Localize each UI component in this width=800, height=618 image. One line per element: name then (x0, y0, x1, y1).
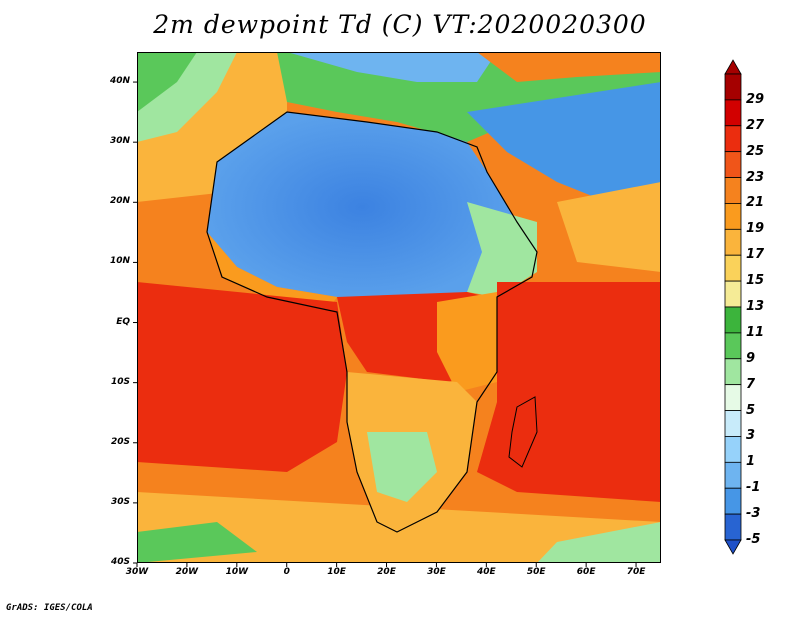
southern-ocean-green (137, 522, 257, 563)
lat-tick-label: 20N (109, 196, 130, 207)
colorbar-level-label: 5 (746, 402, 756, 418)
lon-tick-label: 20E (377, 567, 396, 577)
colorbar-segment (724, 410, 742, 437)
lon-tick-label: 10W (225, 567, 249, 577)
lat-tick-label: 40S (110, 557, 130, 567)
lon-tick-label: 0 (283, 567, 290, 577)
southern-ocean-band (137, 492, 661, 563)
lon-tick-label: 30W (125, 567, 149, 577)
colorbar-level-label: 13 (746, 299, 765, 314)
southern-ocean-green-east (537, 522, 661, 563)
colorbar-bottom-arrow (724, 539, 742, 555)
lon-tick-label: 30E (427, 567, 446, 577)
northwest-band (137, 52, 197, 112)
grads-footer: GrADS: IGES/COLA (6, 603, 93, 613)
colorbar-segment (724, 151, 742, 178)
colorbar-level-label: 17 (746, 247, 765, 263)
colorbar-level-label: 15 (746, 273, 765, 289)
lat-tick-label: 10N (109, 256, 130, 267)
lon-tick-label: 20W (175, 567, 199, 577)
colorbar-level-label: -3 (746, 506, 761, 522)
indian-ocean (477, 282, 661, 502)
colorbar-level-label: 27 (746, 117, 765, 133)
lon-tick-label: 70E (626, 567, 646, 577)
colorbar-level-label: 21 (746, 195, 765, 211)
map-frame (137, 52, 661, 563)
colorbar-level-label: 7 (746, 376, 756, 392)
colorbar-segment (724, 177, 742, 204)
colorbar-level-label: -1 (746, 480, 761, 496)
dewpoint-map (137, 52, 661, 563)
lat-tick-label: EQ (116, 316, 130, 327)
lon-tick-label: 40E (476, 567, 496, 577)
colorbar-segment (724, 487, 742, 515)
lat-tick-label: 30N (109, 136, 130, 147)
colorbar-level-label: 11 (746, 324, 765, 340)
colorbar-segment (724, 358, 742, 386)
colorbar-top-arrow (724, 59, 742, 75)
colorbar-segment (724, 436, 742, 463)
map-title: 2m dewpoint Td (C) VT:2020020300 (153, 10, 647, 39)
colorbar-segment (724, 254, 742, 282)
colorbar-segment (724, 384, 742, 411)
arabian-sea (557, 182, 661, 272)
colorbar-level-label: 1 (746, 454, 756, 470)
lat-tick-label: 40N (109, 76, 130, 87)
colorbar-segment (724, 332, 742, 360)
colorbar-level-label: -5 (746, 532, 761, 547)
colorbar-level-label: 29 (746, 91, 765, 107)
colorbar-level-label: 25 (746, 143, 765, 159)
lon-tick-label: 60E (576, 567, 596, 577)
lat-tick-label: 10S (110, 376, 130, 387)
colorbar-segment (724, 228, 742, 256)
kalahari-green (367, 432, 437, 502)
colorbar-segment (724, 203, 742, 230)
colorbar-segment (724, 306, 742, 334)
colorbar-segment (724, 461, 742, 489)
eastern-europe-warm (477, 52, 661, 82)
lat-tick-label: 30S (110, 496, 130, 507)
colorbar-segment (724, 73, 742, 101)
colorbar-segment (724, 99, 742, 127)
west-africa-coast (207, 232, 337, 312)
africa-coastline (206, 111, 538, 533)
colorbar-level-label: 19 (746, 221, 765, 237)
europe-land (287, 52, 497, 82)
middle-east-land (467, 82, 661, 202)
colorbar-segment (724, 280, 742, 308)
colorbar-level-label: 3 (746, 428, 756, 444)
sahara-land (207, 112, 517, 302)
lat-tick-label: 20S (110, 436, 130, 447)
madagascar-coastline (508, 396, 538, 468)
colorbar-level-label: 23 (746, 169, 765, 185)
gulf-of-guinea (137, 282, 347, 472)
lon-tick-label: 50E (526, 567, 546, 577)
colorbar-level-label: 9 (746, 350, 756, 366)
colorbar-segment (724, 513, 742, 541)
lon-tick-label: 10E (327, 567, 346, 577)
colorbar-segment (724, 125, 742, 153)
